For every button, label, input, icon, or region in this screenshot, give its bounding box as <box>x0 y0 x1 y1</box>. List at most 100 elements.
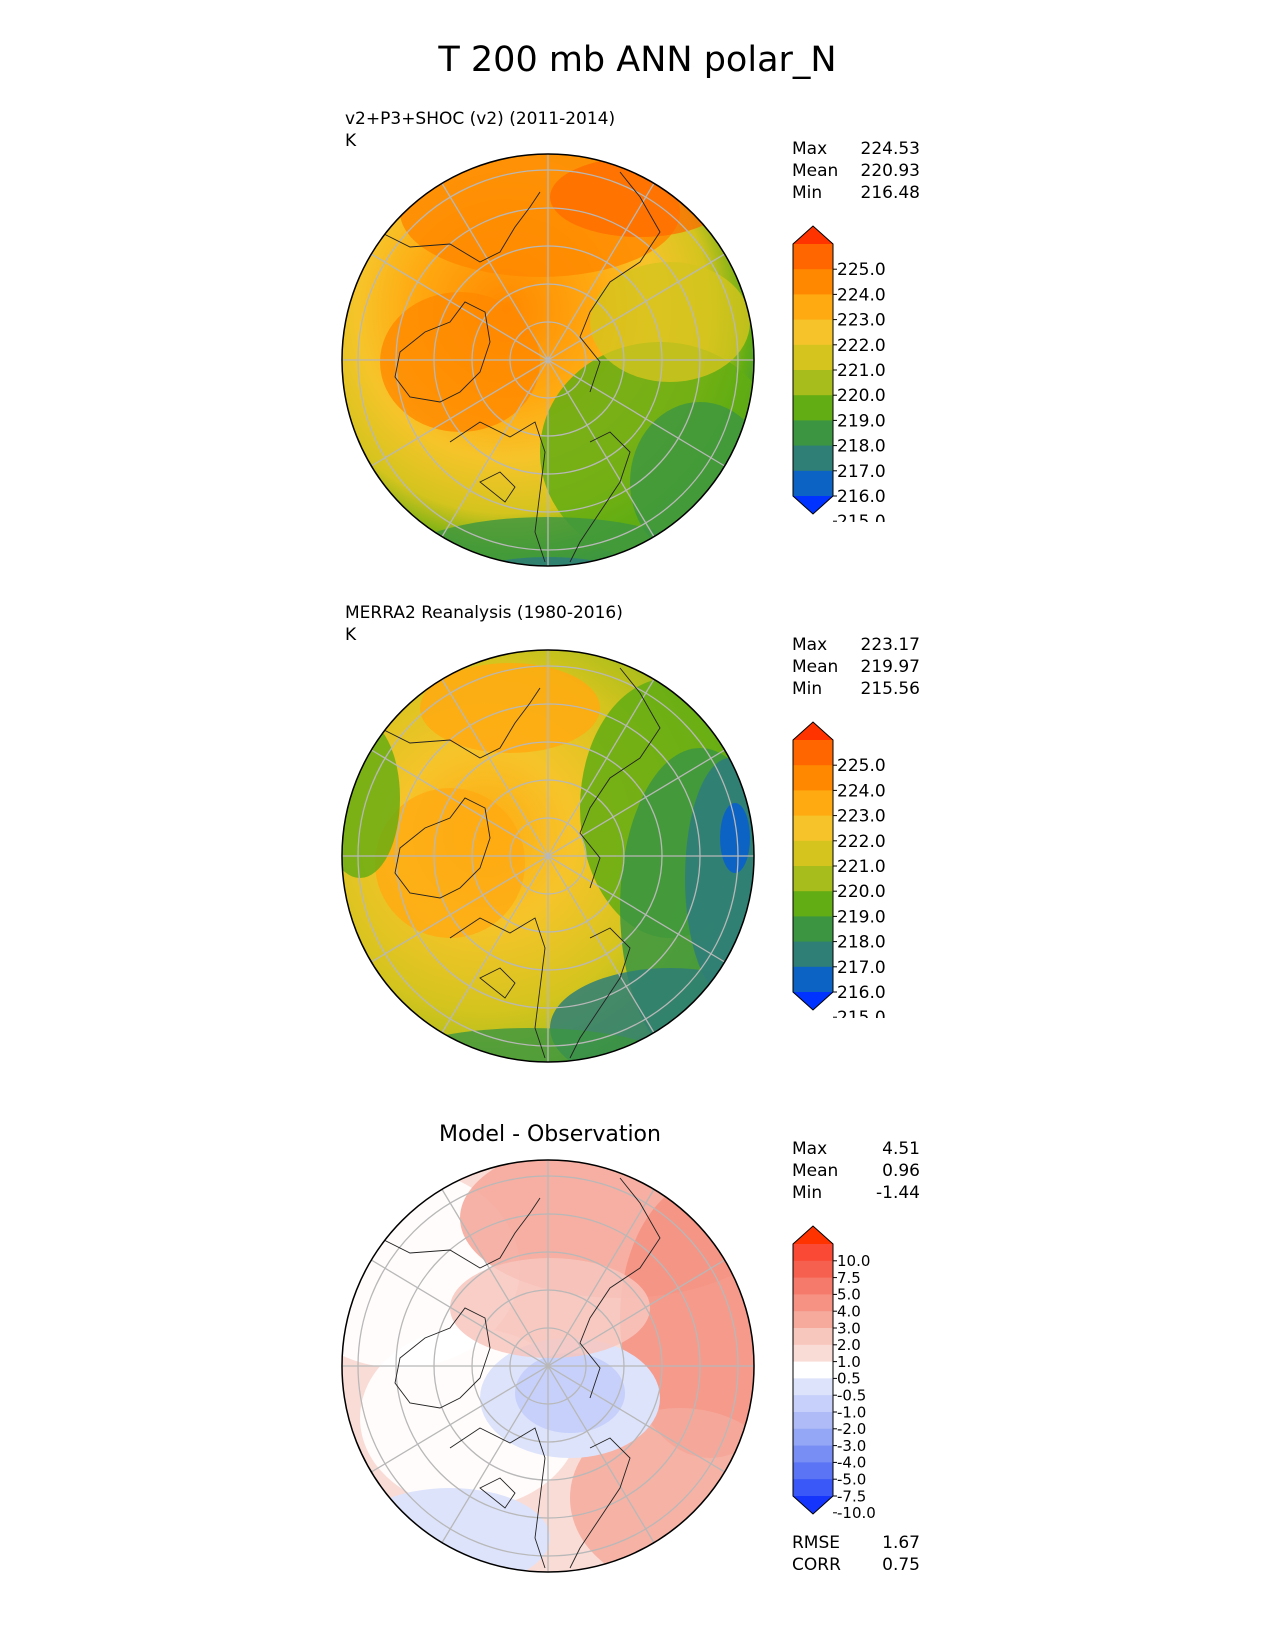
panel-1-polar-map <box>341 153 755 567</box>
colorbar-segment <box>793 790 833 817</box>
colorbar-segment <box>793 1311 833 1329</box>
panel-3-map-border <box>341 1159 755 1573</box>
panel-1-map-border <box>341 153 755 567</box>
panel-3-stat-max: Max 4.51 <box>792 1139 920 1159</box>
panel-2-units: K <box>345 625 357 645</box>
colorbar-tick-label: 224.0 <box>837 285 886 305</box>
colorbar-tick-label: 225.0 <box>837 260 886 280</box>
colorbar-segment <box>793 1344 833 1363</box>
colorbar-tick-label: 10.0 <box>837 1252 870 1270</box>
colorbar-tick-label: 217.0 <box>837 958 886 978</box>
colorbar-segment <box>793 1294 833 1312</box>
panel-3-metric-rmse: RMSE 1.67 <box>792 1533 920 1553</box>
colorbar-tick-label: 218.0 <box>837 437 886 457</box>
panel-3-title: Model - Observation <box>439 1122 661 1147</box>
colorbar-segment <box>793 1328 833 1346</box>
colorbar-tick-label: 215.0 <box>837 512 886 522</box>
colorbar-tick-label: 0.5 <box>837 1370 861 1388</box>
colorbar-extend-max <box>793 226 833 244</box>
panel-3-graticule <box>342 1160 754 1572</box>
colorbar-segment <box>793 866 833 892</box>
colorbar-tick-label: 5.0 <box>837 1286 861 1304</box>
panel-2-stat-min: Min 215.56 <box>792 679 920 699</box>
colorbar-segment <box>793 244 833 270</box>
panel-1-coastlines <box>379 171 661 563</box>
colorbar-tick-label: -4.0 <box>837 1454 866 1472</box>
colorbar-segment <box>793 765 833 791</box>
panel-1-graticule <box>342 154 754 566</box>
panel-1-stats: Max 224.53 Mean 220.93 Min 216.48 <box>792 138 920 204</box>
colorbar-segment <box>793 941 833 968</box>
panel-2-stat-max: Max 223.17 <box>792 635 920 655</box>
colorbar-segment <box>793 395 833 421</box>
colorbar-segment <box>793 1260 833 1279</box>
colorbar-segment <box>793 840 833 867</box>
panel-1-colorbar: 225.0 224.0 223.0 222.0 221.0 220.0 219.0 218.0… <box>792 225 886 522</box>
panel-3-stat-min: Min -1.44 <box>792 1183 920 1203</box>
panel-3-polar-map <box>341 1159 755 1573</box>
colorbar-tick-label: 221.0 <box>837 361 886 381</box>
panel-1-name: v2+P3+SHOC (v2) (2011-2014) <box>345 109 616 129</box>
colorbar-tick-label: 223.0 <box>837 807 886 827</box>
panel-1-label: v2+P3+SHOC (v2) (2011-2014) K <box>345 108 615 152</box>
panel-2-coastlines <box>379 667 661 1059</box>
colorbar-extend-max <box>793 722 833 740</box>
panel-2-map-border <box>341 649 755 1063</box>
colorbar-segment <box>793 916 833 943</box>
panel-3-metric-corr: CORR 0.75 <box>792 1555 920 1575</box>
colorbar-segment <box>793 1395 833 1413</box>
panel-1-stat-mean: Mean 220.93 <box>792 161 920 181</box>
colorbar-segment <box>793 470 833 497</box>
panel-1-units: K <box>345 131 357 151</box>
panel-2-polar-map <box>341 649 755 1063</box>
panel-3-stat-mean: Mean 0.96 <box>792 1161 920 1181</box>
panel-2-colorbar: 225.0 224.0 223.0 222.0 221.0 220.0 219.0 218.0… <box>792 721 886 1018</box>
colorbar-segment <box>793 319 833 346</box>
colorbar-tick-label: 219.0 <box>837 411 886 431</box>
colorbar-tick-label: 4.0 <box>837 1302 861 1320</box>
colorbar-extend-min <box>793 496 833 514</box>
panel-2-label: MERRA2 Reanalysis (1980-2016) K <box>345 602 623 646</box>
colorbar-segment <box>793 1445 833 1463</box>
colorbar-tick-label: 216.0 <box>837 487 886 507</box>
colorbar-segment <box>793 1244 833 1262</box>
colorbar-segment <box>793 966 833 993</box>
panel-2-stats: Max 223.17 Mean 219.97 Min 215.56 <box>792 634 920 700</box>
colorbar-tick-label: 224.0 <box>837 781 886 801</box>
panel-2-name: MERRA2 Reanalysis (1980-2016) <box>345 603 623 623</box>
colorbar-segment <box>793 891 833 917</box>
colorbar-tick-label: -10.0 <box>837 1504 876 1522</box>
colorbar-tick-label: 1.0 <box>837 1353 861 1371</box>
colorbar-tick-label: 216.0 <box>837 983 886 1003</box>
colorbar-segment <box>793 1361 833 1379</box>
colorbar-tick-label: 220.0 <box>837 882 886 902</box>
colorbar-segment <box>793 294 833 321</box>
colorbar-segment <box>793 344 833 371</box>
panel-3-metrics: RMSE 1.67 CORR 0.75 <box>792 1532 920 1576</box>
panel-3-stats: Max 4.51 Mean 0.96 Min -1.44 <box>792 1138 920 1204</box>
colorbar-segment <box>793 1378 833 1396</box>
colorbar-tick-label: 217.0 <box>837 462 886 482</box>
panel-1-stat-min: Min 216.48 <box>792 183 920 203</box>
colorbar-tick-label: -5.0 <box>837 1470 866 1488</box>
colorbar-extend-max <box>793 1226 833 1244</box>
colorbar-extend-min <box>793 1496 833 1514</box>
panel-1-stat-max: Max 224.53 <box>792 139 920 159</box>
colorbar-extend-min <box>793 992 833 1010</box>
colorbar-segment <box>793 815 833 842</box>
colorbar-tick-label: 7.5 <box>837 1269 861 1287</box>
colorbar-segment <box>793 1277 833 1295</box>
colorbar-segment <box>793 269 833 295</box>
colorbar-tick-label: -2.0 <box>837 1420 866 1438</box>
colorbar-tick-label: 223.0 <box>837 311 886 331</box>
colorbar-tick-label: -7.5 <box>837 1487 866 1505</box>
figure-title: T 200 mb ANN polar_N <box>438 40 837 80</box>
colorbar-tick-label: 220.0 <box>837 386 886 406</box>
colorbar-tick-label: -1.0 <box>837 1403 866 1421</box>
panel-3-coastlines <box>379 1177 661 1569</box>
panel-2-stat-mean: Mean 219.97 <box>792 657 920 677</box>
colorbar-tick-label: 215.0 <box>837 1008 886 1018</box>
colorbar-tick-label: 219.0 <box>837 907 886 927</box>
panel-2-graticule <box>342 650 754 1062</box>
colorbar-segment <box>793 370 833 396</box>
